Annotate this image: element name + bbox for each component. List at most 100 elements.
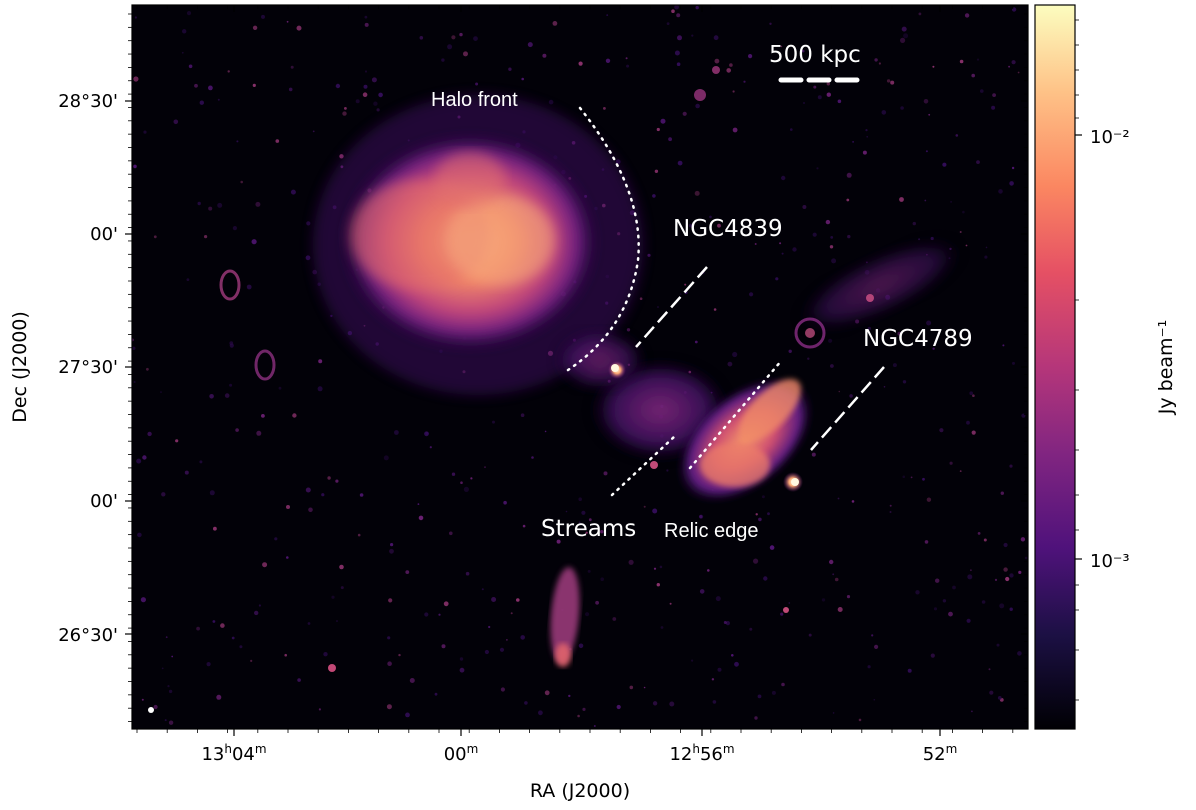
noise-speck bbox=[802, 205, 807, 209]
noise-speck bbox=[851, 500, 855, 503]
noise-speck bbox=[900, 37, 906, 44]
noise-speck bbox=[657, 306, 659, 308]
noise-speck bbox=[671, 9, 675, 13]
noise-speck bbox=[231, 636, 235, 640]
noise-speck bbox=[600, 577, 604, 581]
noise-speck bbox=[807, 357, 810, 360]
noise-speck bbox=[828, 338, 833, 343]
noise-speck bbox=[942, 162, 947, 167]
noise-speck bbox=[1011, 60, 1016, 65]
noise-speck bbox=[506, 639, 508, 641]
noise-speck bbox=[418, 515, 424, 521]
noise-speck bbox=[734, 661, 739, 667]
noise-speck bbox=[1003, 567, 1008, 572]
noise-speck bbox=[168, 720, 174, 725]
noise-speck bbox=[212, 620, 216, 623]
noise-speck bbox=[1017, 71, 1020, 74]
noise-speck bbox=[781, 175, 786, 181]
noise-speck bbox=[288, 87, 293, 92]
noise-speck bbox=[691, 659, 694, 662]
noise-speck bbox=[173, 119, 179, 125]
y-axis-title: Dec (J2000) bbox=[9, 311, 31, 423]
dec-tick-label: 00' bbox=[90, 491, 118, 512]
noise-speck bbox=[405, 570, 410, 574]
ra-tick-label: 13h04m bbox=[201, 742, 266, 765]
noise-speck bbox=[811, 452, 816, 457]
colorbar-label: Jy beam⁻¹ bbox=[1155, 320, 1177, 415]
noise-speck bbox=[826, 82, 830, 86]
noise-speck bbox=[578, 61, 583, 66]
noise-speck bbox=[171, 655, 174, 658]
noise-speck bbox=[712, 700, 717, 704]
noise-speck bbox=[441, 58, 445, 62]
noise-speck bbox=[312, 130, 315, 133]
noise-speck bbox=[942, 599, 947, 603]
noise-speck bbox=[165, 636, 168, 639]
noise-speck bbox=[771, 690, 776, 695]
noise-speck bbox=[732, 127, 738, 133]
noise-speck bbox=[991, 105, 996, 110]
noise-speck bbox=[251, 239, 257, 245]
noise-speck bbox=[290, 189, 296, 195]
noise-speck bbox=[873, 698, 876, 701]
noise-speck bbox=[491, 597, 497, 602]
noise-speck bbox=[695, 103, 700, 109]
noise-speck bbox=[531, 456, 534, 459]
map-panel: Halo front NGC4839 NGC4789 Streams Relic… bbox=[132, 5, 1028, 729]
noise-speck bbox=[405, 712, 410, 718]
noise-speck bbox=[521, 77, 524, 81]
noise-speck bbox=[883, 386, 886, 388]
noise-speck bbox=[142, 455, 147, 460]
noise-speck bbox=[542, 53, 547, 58]
noise-speck bbox=[451, 35, 456, 40]
noise-speck bbox=[901, 26, 907, 32]
noise-speck bbox=[694, 340, 698, 344]
noise-speck bbox=[781, 252, 784, 255]
noise-speck bbox=[966, 618, 971, 623]
noise-speck bbox=[677, 35, 682, 41]
noise-speck bbox=[318, 708, 321, 711]
noise-speck bbox=[364, 15, 368, 19]
noise-speck bbox=[182, 29, 187, 34]
noise-speck bbox=[606, 14, 609, 16]
noise-speck bbox=[616, 704, 621, 710]
noise-speck bbox=[199, 100, 204, 105]
noise-speck bbox=[971, 430, 976, 435]
noise-speck bbox=[726, 68, 731, 73]
noise-speck bbox=[801, 49, 805, 53]
noise-speck bbox=[286, 505, 290, 509]
noise-speck bbox=[629, 685, 634, 690]
noise-speck bbox=[357, 533, 361, 537]
noise-speck bbox=[892, 363, 897, 368]
noise-speck bbox=[761, 495, 765, 499]
noise-speck bbox=[213, 526, 217, 531]
noise-speck bbox=[865, 129, 868, 132]
noise-speck bbox=[837, 497, 840, 500]
colorbar-ticks bbox=[1075, 19, 1082, 701]
noise-speck bbox=[153, 704, 158, 710]
noise-speck bbox=[250, 659, 253, 663]
annotation-overlays bbox=[566, 77, 885, 497]
noise-speck bbox=[261, 414, 265, 418]
noise-speck bbox=[340, 586, 344, 590]
noise-speck bbox=[387, 636, 391, 640]
noise-speck bbox=[792, 247, 797, 252]
noise-speck bbox=[603, 471, 608, 476]
noise-speck bbox=[199, 460, 203, 464]
noise-speck bbox=[1009, 181, 1014, 186]
noise-speck bbox=[928, 113, 931, 116]
noise-speck bbox=[359, 493, 364, 497]
noise-speck bbox=[966, 420, 970, 425]
axis-ticks bbox=[125, 5, 1028, 736]
noise-speck bbox=[161, 667, 164, 670]
noise-speck bbox=[902, 380, 907, 384]
noise-speck bbox=[527, 42, 533, 48]
noise-speck bbox=[465, 571, 470, 576]
noise-speck bbox=[459, 32, 463, 37]
noise-speck bbox=[755, 513, 758, 516]
noise-speck bbox=[565, 510, 568, 513]
noise-speck bbox=[286, 20, 289, 23]
noise-speck bbox=[775, 277, 779, 281]
noise-speck bbox=[443, 601, 449, 607]
noise-speck bbox=[669, 602, 672, 605]
